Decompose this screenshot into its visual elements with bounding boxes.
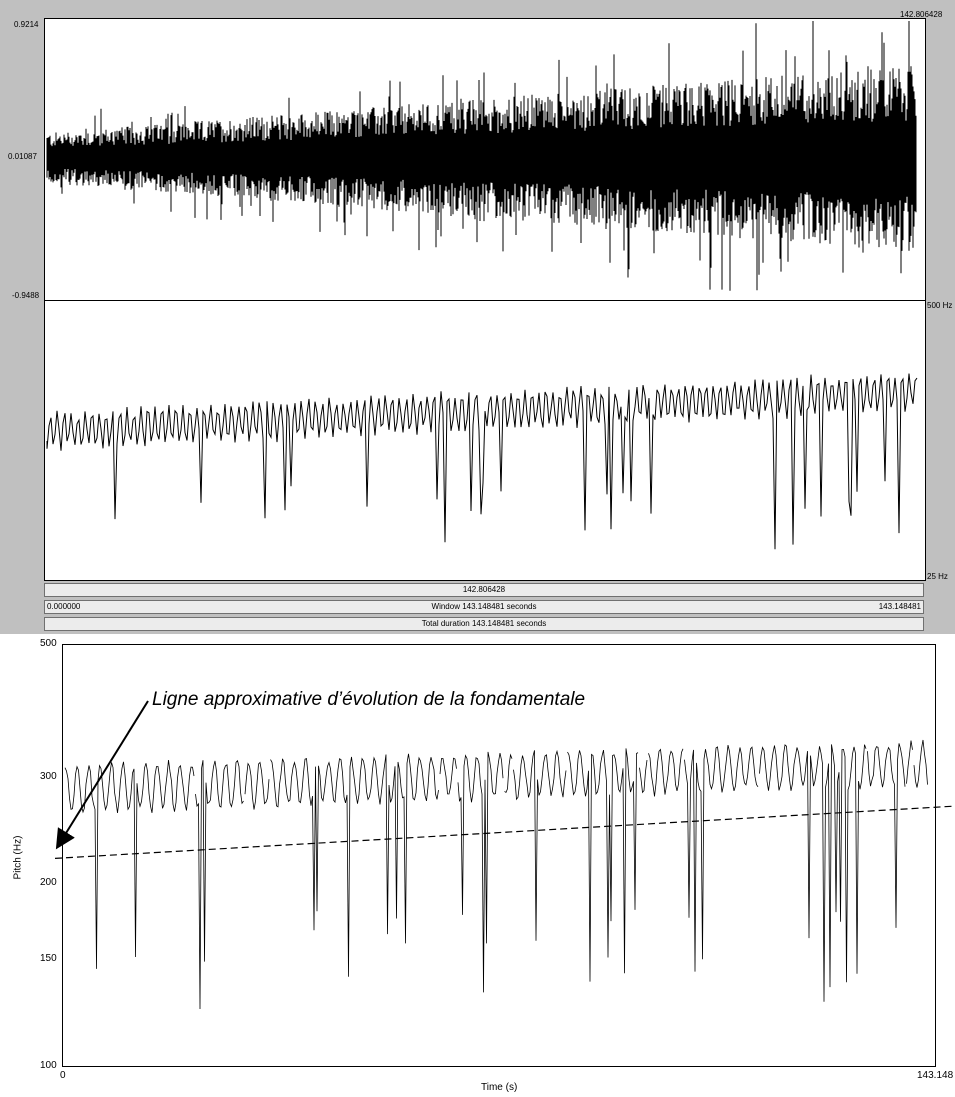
window-bar[interactable]: 0.000000 Window 143.148481 seconds 143.1…: [44, 600, 924, 614]
waveform-trace: [46, 21, 917, 291]
y-axis-label: Pitch (Hz): [12, 835, 24, 880]
pitch-chart-frame: [54, 644, 955, 1067]
window-start-value: 0.000000: [47, 602, 81, 611]
annotation-text: Ligne approximative d’évolution de la fo…: [152, 689, 586, 710]
y-tick-500: 500: [40, 638, 57, 649]
cursor-time-bar[interactable]: 142.806428: [44, 583, 924, 597]
total-duration-bar[interactable]: Total duration 143.148481 seconds: [44, 617, 924, 631]
y-tick-150: 150: [40, 953, 57, 964]
y-tick-100: 100: [40, 1060, 57, 1071]
x-tick-0: 0: [60, 1070, 66, 1081]
pitch-track-line: [46, 373, 918, 550]
total-duration-label: Total duration 143.148481 seconds: [421, 619, 547, 628]
pitch-pane[interactable]: [44, 300, 926, 581]
fundamental-trend-line: [54, 805, 955, 859]
waveform-samples: [46, 21, 917, 291]
pitch-contour-line: [64, 739, 928, 1010]
pitch-top-label: 500 Hz: [927, 301, 953, 310]
x-axis-label: Time (s): [481, 1082, 518, 1093]
pitch-bottom-label: 25 Hz: [927, 572, 948, 581]
window-end-value: 143.148481: [878, 602, 921, 611]
window-duration-label: Window 143.148481 seconds: [431, 602, 537, 611]
pitch-track-plot: [46, 373, 918, 550]
wave-max-label: 0.9214: [14, 20, 39, 29]
y-tick-200: 200: [40, 877, 57, 888]
y-tick-300: 300: [40, 771, 57, 782]
waveform-plot: [46, 21, 917, 291]
cursor-time-value: 142.806428: [462, 585, 506, 594]
cursor-time-top-label: 142.806428: [900, 10, 943, 19]
praat-sound-editor-window: 142.806428 0.9214 0.01087 -0.9488 500 Hz…: [0, 0, 955, 634]
wave-mid-label: 0.01087: [8, 152, 37, 161]
x-tick-end: 143.148: [917, 1070, 954, 1081]
wave-min-label: -0.9488: [12, 291, 40, 300]
waveform-pane[interactable]: [44, 18, 926, 301]
